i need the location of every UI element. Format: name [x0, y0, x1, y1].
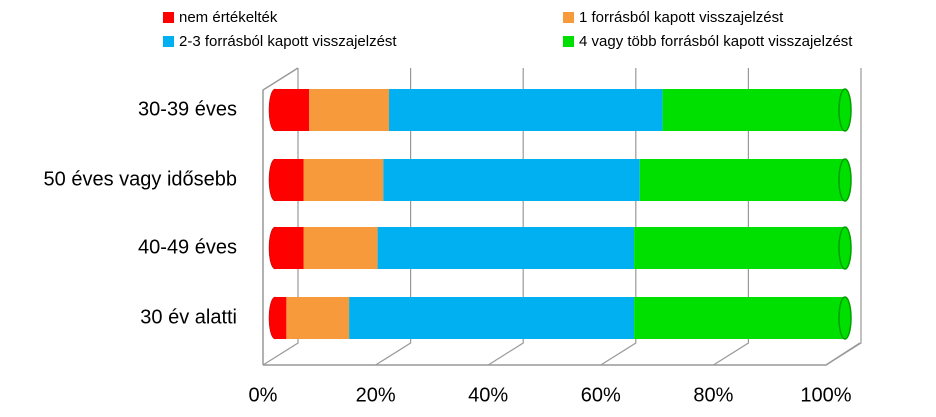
category-label: 40-49 éves [138, 236, 237, 258]
legend-label: 2-3 forrásból kapott visszajelzést [179, 33, 397, 50]
legend-label: nem értékelték [179, 9, 278, 26]
bar-segment [303, 227, 378, 269]
bar-segment [275, 297, 287, 339]
bar-segment [389, 89, 663, 131]
floor-edge [263, 342, 861, 366]
bar-segment [383, 159, 640, 201]
bar-segment [639, 159, 845, 201]
x-tick-label: 40% [468, 384, 508, 406]
legend-swatch [163, 12, 174, 23]
bar-segment [349, 297, 635, 339]
bar-segment [275, 89, 310, 131]
x-tick-label: 60% [581, 384, 621, 406]
bar-end [838, 88, 852, 132]
x-tick-label: 0% [249, 384, 278, 406]
left-wall [262, 67, 299, 365]
grid-line [825, 68, 862, 366]
legend: nem értékelték 1 forrásból kapott visszaj… [163, 9, 853, 50]
bar-end [838, 226, 852, 270]
bar-end [838, 158, 852, 202]
category-label: 50 éves vagy idősebb [44, 168, 237, 190]
bar-end [838, 296, 852, 340]
bar-segment [275, 159, 304, 201]
bar-segment [286, 297, 350, 339]
legend-swatch [563, 36, 574, 47]
legend-label: 1 forrásból kapott visszajelzést [579, 9, 784, 26]
legend-swatch [163, 36, 174, 47]
legend-label: 4 vagy több forrásból kapott visszajelzé… [579, 33, 853, 50]
bar-segment [377, 227, 635, 269]
bar-segment [309, 89, 389, 131]
x-tick-label: 100% [800, 384, 851, 406]
bar-segment [634, 227, 845, 269]
legend-swatch [563, 12, 574, 23]
category-label: 30 év alatti [140, 306, 237, 328]
x-tick-label: 20% [356, 384, 396, 406]
category-label: 30-39 éves [138, 98, 237, 120]
x-tick-label: 80% [693, 384, 733, 406]
bar-segment [275, 227, 304, 269]
bar-segment [303, 159, 384, 201]
bar-segment [634, 297, 845, 339]
bar-segment [662, 89, 845, 131]
